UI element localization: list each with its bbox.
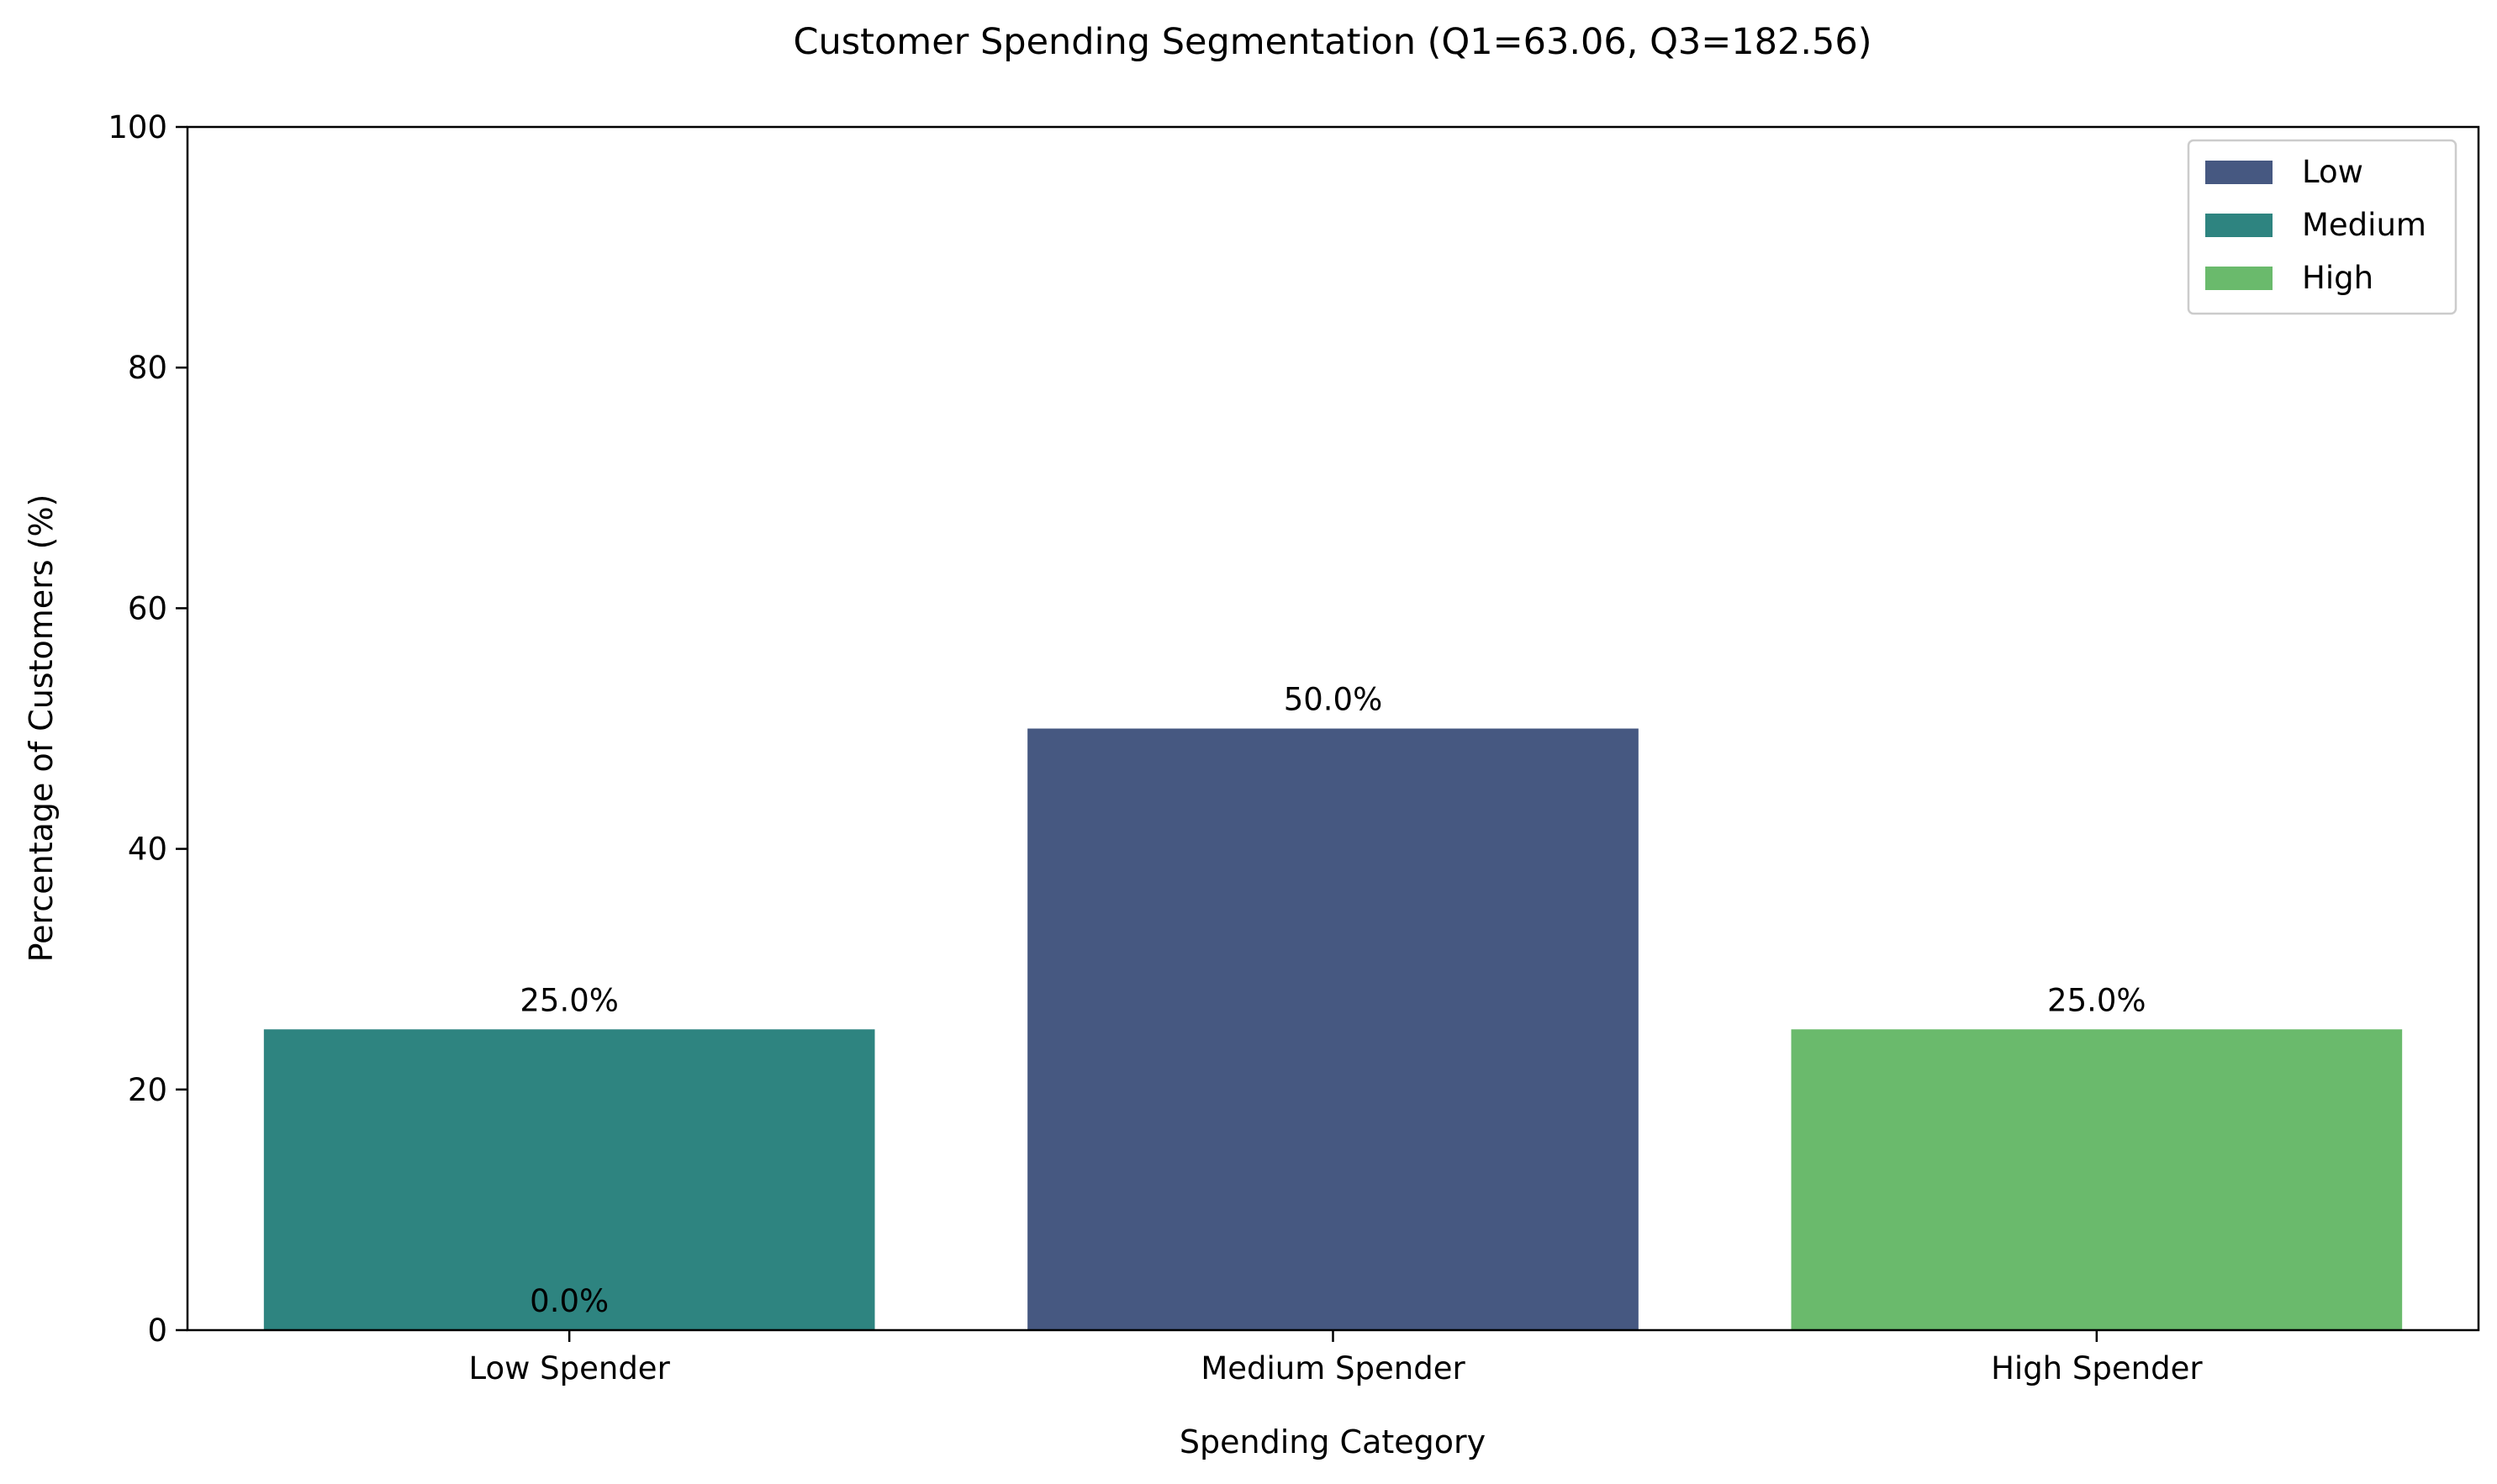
- y-tick-label: 0: [147, 1312, 167, 1349]
- chart-title: Customer Spending Segmentation (Q1=63.06…: [793, 21, 1871, 63]
- legend-swatch-low: [2205, 161, 2273, 184]
- legend-swatch-medium: [2205, 214, 2273, 237]
- x-tick-label: High Spender: [1991, 1350, 2203, 1386]
- legend-label-high: High: [2302, 260, 2373, 296]
- bar-value-label: 25.0%: [520, 982, 619, 1018]
- legend: Low Medium High: [2187, 139, 2457, 315]
- x-axis-label: Spending Category: [1180, 1423, 1486, 1460]
- axes-frame: [186, 125, 2480, 1332]
- x-tick-label: Medium Spender: [1201, 1350, 1465, 1386]
- y-tick-label: 80: [128, 350, 167, 386]
- legend-label-low: Low: [2302, 154, 2363, 190]
- bar-low-spender: [263, 1029, 875, 1330]
- y-tick-label: 40: [128, 832, 167, 868]
- y-tick-label: 60: [128, 590, 167, 626]
- y-tick-label: 20: [128, 1072, 167, 1108]
- bar-high-spender: [1791, 1029, 2403, 1330]
- zero-value-label: 0.0%: [530, 1283, 609, 1319]
- plot-area: [263, 728, 2403, 1330]
- legend-label-medium: Medium: [2302, 207, 2426, 243]
- legend-swatch-high: [2205, 267, 2273, 290]
- bar-value-label: 50.0%: [1284, 682, 1383, 718]
- bar-value-label: 25.0%: [2047, 982, 2146, 1018]
- bar-medium-spender: [1027, 728, 1639, 1330]
- y-tick-label: 100: [108, 109, 167, 145]
- y-axis-label: Percentage of Customers (%): [23, 494, 60, 963]
- x-tick-label: Low Spender: [469, 1350, 671, 1386]
